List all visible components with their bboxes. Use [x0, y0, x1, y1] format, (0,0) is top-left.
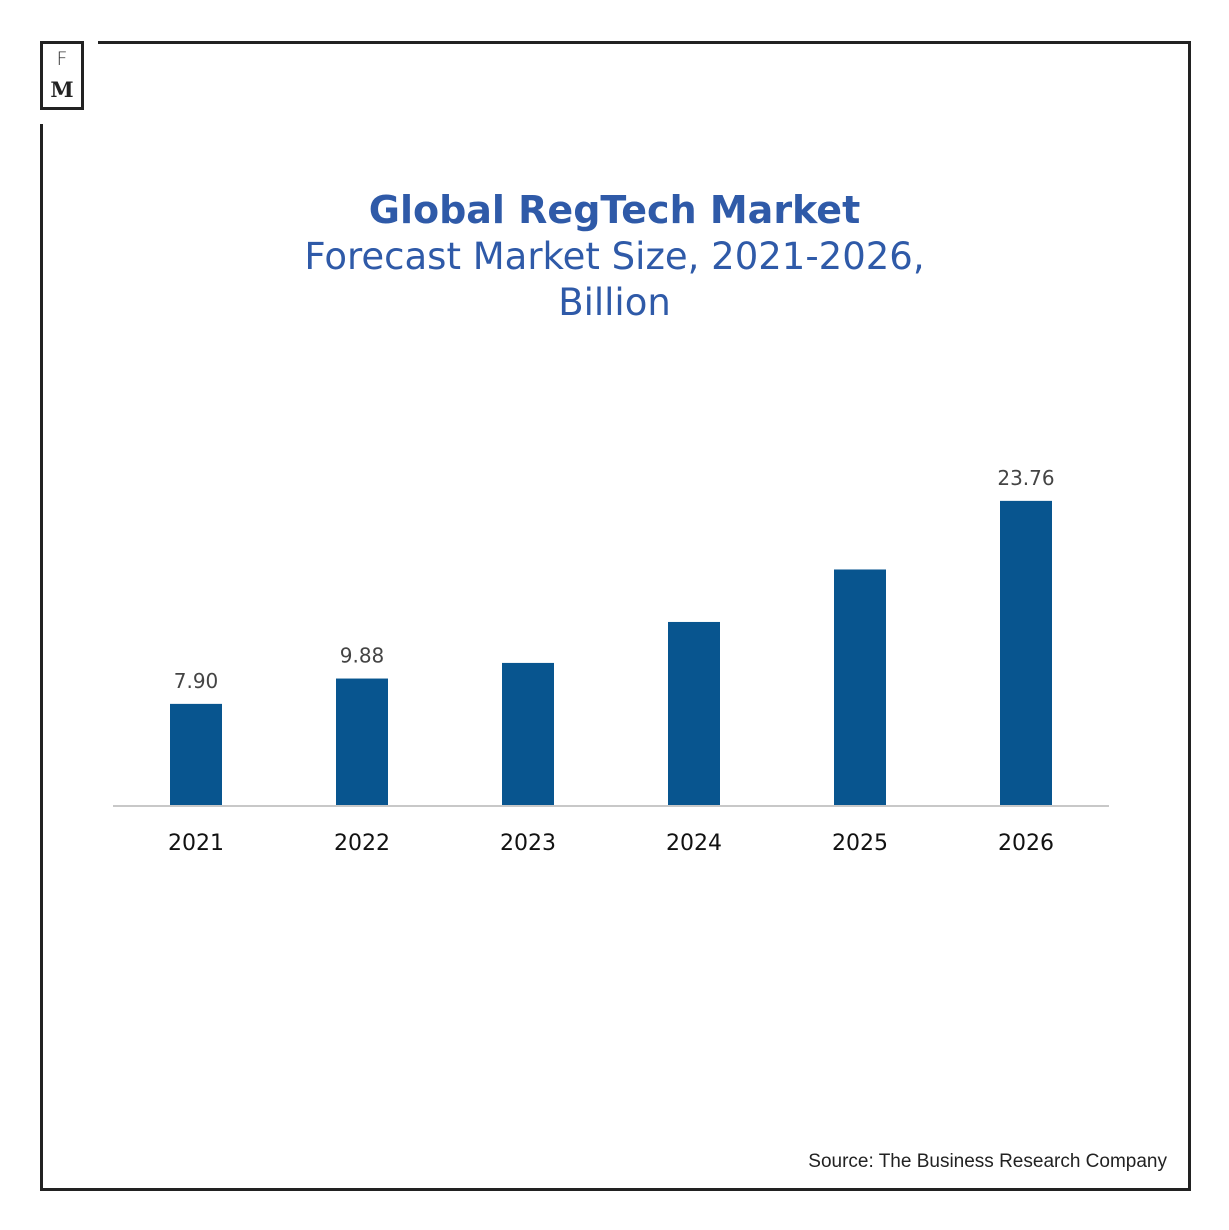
- value-label-2022: 9.88: [340, 644, 385, 668]
- x-tick-label-2022: 2022: [334, 831, 390, 856]
- x-tick-label-2021: 2021: [168, 831, 224, 856]
- chart-title: Global RegTech Market: [368, 188, 861, 232]
- x-tick-label-2025: 2025: [832, 831, 888, 856]
- bar-2026: [1000, 500, 1052, 805]
- bar-2023: [502, 662, 554, 805]
- value-label-2026: 23.76: [997, 466, 1054, 490]
- bar-2022: [336, 678, 388, 805]
- frame-left: [40, 124, 43, 1191]
- x-tick-label-2023: 2023: [500, 831, 556, 856]
- frame-top: [98, 41, 1191, 44]
- chart-subtitle: Forecast Market Size, 2021-2026, Billion: [304, 235, 925, 324]
- chart-title-block: Global RegTech Market Forecast Market Si…: [0, 186, 1229, 326]
- bar-2021: [170, 703, 222, 805]
- source-note: Source: The Business Research Company: [808, 1151, 1167, 1172]
- fm-logo: F M: [40, 41, 84, 110]
- value-label-2021: 7.90: [174, 669, 219, 693]
- frame-right: [1188, 41, 1191, 1191]
- frame-bottom: [40, 1188, 1191, 1191]
- bar-2024: [668, 621, 720, 805]
- logo-letter-f: F: [56, 48, 68, 70]
- bar-2025: [834, 569, 886, 805]
- x-tick-label-2024: 2024: [666, 831, 722, 856]
- x-tick-label-2026: 2026: [998, 831, 1054, 856]
- logo-letter-m: M: [50, 77, 74, 102]
